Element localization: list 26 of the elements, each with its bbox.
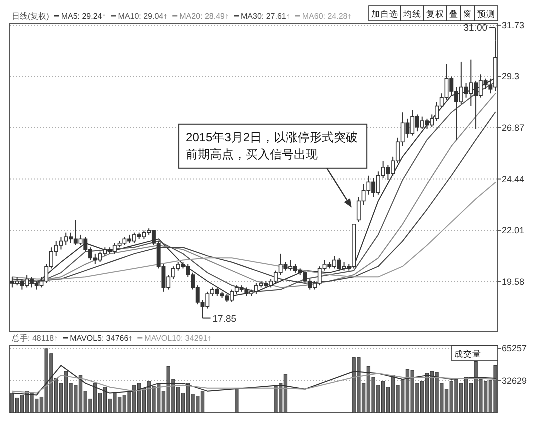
legend-label: MA60: 24.28↑ [302, 12, 352, 21]
legend-label: MA5: 29.24↑ [61, 12, 106, 21]
y-tick-label: 19.58 [502, 276, 525, 287]
y-tick-label: 22.01 [502, 226, 525, 236]
y-tick-label: 31.73 [502, 20, 525, 30]
legend-label: MA30: 27.61↑ [241, 12, 290, 21]
toolbar: 成交量 [452, 346, 498, 362]
legend-label: MA20: 28.49↑ [180, 12, 229, 21]
legend-label: MAVOL5: 34766↑ [70, 334, 133, 343]
y-tick-label: 32629 [502, 376, 528, 386]
legend-label: MA10: 29.04↑ [118, 12, 168, 21]
annotation: 31.00 [464, 22, 488, 34]
y-tick-label: 26.87 [502, 123, 525, 134]
series-label: 总手: 48118↑ [11, 334, 58, 343]
chart-title: 日线(复权) [12, 12, 50, 21]
y-tick-label: 24.44 [502, 174, 525, 184]
line-series [12, 182, 496, 280]
y-tick-label: 29.3 [502, 72, 520, 82]
annotation: 17.85 [212, 314, 237, 325]
toolbar: 加自选 均线 复权 叠 窗 预测 [368, 6, 498, 22]
annotation: 成交量 [454, 349, 482, 359]
annotation: 2015年3月2日，以涨停形式突破前期高点，买入信号出现 [186, 130, 358, 162]
line-series [12, 373, 496, 394]
y-tick-label: 65257 [502, 344, 528, 354]
callout: 2015年3月2日，以涨停形式突破前期高点，买入信号出现 [178, 124, 368, 208]
legend-label: MAVOL10: 34291↑ [144, 334, 212, 343]
